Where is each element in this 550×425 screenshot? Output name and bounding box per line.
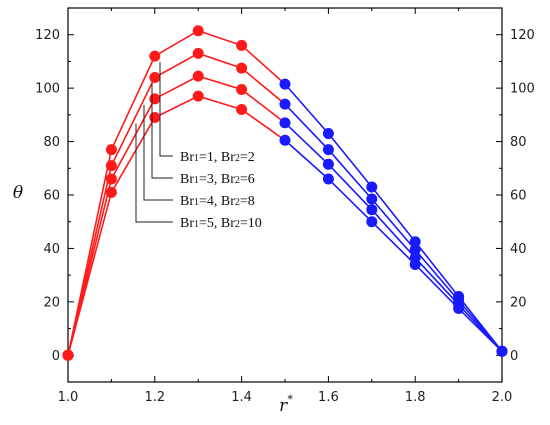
x-tick-label: 2.0 (492, 390, 513, 405)
series-line-region1 (67, 52, 286, 356)
data-point (236, 39, 248, 51)
legend-label: Br1=5, Br2=10 (180, 216, 262, 231)
series-line-region2 (284, 139, 503, 352)
data-point (322, 128, 334, 140)
data-point (279, 117, 291, 129)
y-tick-label-left: 60 (43, 189, 60, 204)
legend-label: Br1=1, Br2=2 (180, 150, 255, 165)
series-line-region2 (284, 103, 503, 352)
plot-frame (67, 7, 503, 383)
legend-label: Br1=3, Br2=6 (180, 172, 255, 187)
data-point (236, 104, 248, 116)
legend-leader-line (143, 104, 173, 201)
y-tick-label-right: 100 (510, 82, 535, 97)
data-point (279, 78, 291, 90)
data-point (192, 25, 204, 37)
y-tick-label-right: 0 (510, 349, 518, 364)
series-2 (62, 47, 508, 361)
data-point (409, 236, 421, 248)
data-point (192, 90, 204, 102)
data-point (149, 112, 161, 124)
x-tick-label: 1.0 (58, 390, 79, 405)
data-point (366, 216, 378, 228)
data-point (366, 193, 378, 205)
data-point (149, 71, 161, 83)
x-tick-label: 1.8 (405, 390, 426, 405)
legend-leader-line (151, 83, 173, 179)
data-point (366, 181, 378, 193)
data-point (279, 134, 291, 146)
y-tick-label-left: 20 (43, 295, 60, 310)
y-axis-label: θ (13, 183, 23, 203)
x-tick-label: 1.2 (144, 390, 165, 405)
data-point (105, 186, 117, 198)
series-3 (62, 70, 508, 361)
data-point (279, 98, 291, 110)
y-tick-label-left: 40 (43, 242, 60, 257)
data-point (322, 144, 334, 156)
y-tick-label-right: 120 (510, 28, 535, 43)
data-point (149, 50, 161, 62)
data-point (496, 345, 508, 357)
data-point (105, 160, 117, 172)
x-axis-label: r* (279, 393, 293, 416)
series-line-region2 (284, 122, 503, 352)
data-point (453, 303, 465, 315)
data-point (105, 144, 117, 156)
data-point (409, 244, 421, 256)
y-tick-label-left: 80 (43, 135, 60, 150)
legend-label: Br1=4, Br2=8 (180, 194, 255, 209)
data-point (409, 258, 421, 270)
series-group (62, 25, 508, 361)
data-point (366, 204, 378, 216)
data-point (105, 173, 117, 185)
series-line-region1 (67, 29, 286, 356)
data-point (322, 158, 334, 170)
data-point (236, 62, 248, 74)
y-tick-label-left: 120 (35, 28, 60, 43)
x-tick-label: 1.4 (231, 390, 252, 405)
series-line-region1 (67, 75, 286, 356)
y-tick-label-left: 0 (52, 349, 60, 364)
y-tick-label-left: 100 (35, 82, 60, 97)
data-point (62, 349, 74, 361)
ticks: 1.0 1.2 1.4 1.6 1.8 2.0 0 0 20 20 40 40 60 60 80 80 100 1… (35, 8, 535, 405)
y-tick-label-right: 60 (510, 189, 527, 204)
data-point (192, 47, 204, 59)
data-point (322, 173, 334, 185)
series-1 (62, 25, 508, 361)
legend-leader-line (135, 123, 173, 223)
axes-frame (67, 7, 503, 383)
data-point (192, 70, 204, 82)
y-tick-label-right: 80 (510, 135, 527, 150)
data-point (149, 93, 161, 105)
data-point (236, 83, 248, 95)
series-line-region2 (284, 83, 503, 352)
y-tick-label-right: 40 (510, 242, 527, 257)
x-tick-label: 1.6 (318, 390, 339, 405)
series-line-region1 (67, 95, 286, 356)
legend-leader-line (159, 62, 173, 157)
y-tick-label-right: 20 (510, 295, 527, 310)
series-4 (62, 90, 508, 361)
legend: Br1=1, Br2=2 Br1=3, Br2=6 Br1=4, Br2=8 Br1=… (135, 62, 262, 231)
